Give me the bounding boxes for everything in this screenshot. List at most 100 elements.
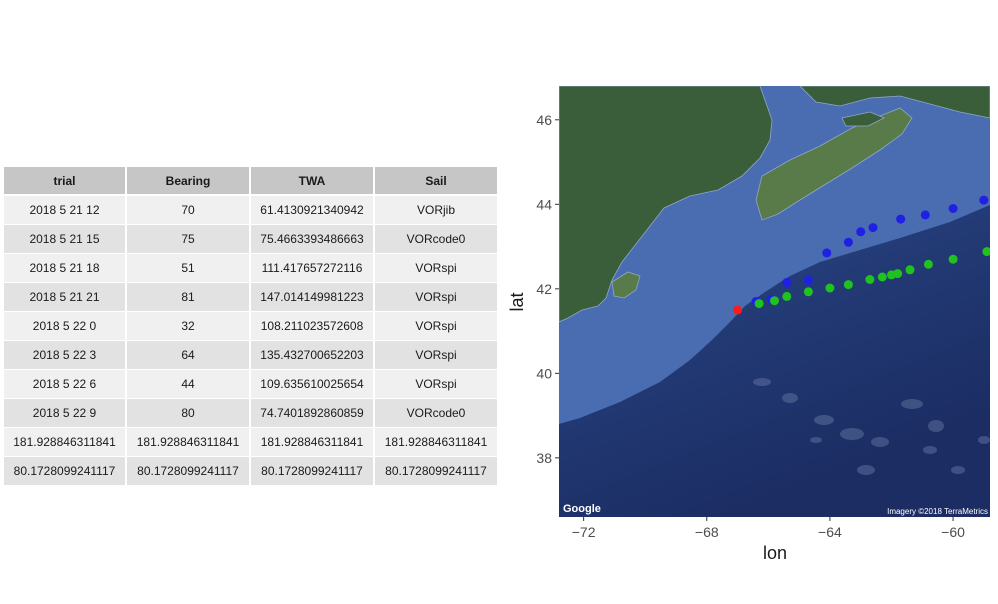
table-row: 2018 5 22 0 32 108.211023572608 VORspi [4, 312, 497, 341]
y-tick-label: 42 [536, 281, 552, 297]
x-tick-label: −68 [695, 524, 719, 540]
track-point [865, 275, 875, 284]
y-tick-label: 46 [536, 112, 552, 128]
table-cell: VORcode0 [375, 399, 497, 428]
table-cell: 80.1728099241117 [251, 457, 373, 486]
table-cell: 80.1728099241117 [4, 457, 125, 486]
table-row: 2018 5 22 3 64 135.432700652203 VORspi [4, 341, 497, 370]
imagery-credit: Imagery ©2018 TerraMetrics [887, 507, 988, 516]
seamount [810, 437, 822, 443]
table-cell: 80 [127, 399, 249, 428]
track-point [893, 269, 903, 279]
seamount [901, 399, 923, 409]
table-row: 2018 5 22 6 44 109.635610025654 VORspi [4, 370, 497, 399]
table-cell: 70 [127, 196, 249, 225]
x-tick-label: −60 [941, 524, 965, 540]
seamount [753, 378, 771, 386]
map-panel: Google Imagery ©2018 TerraMetrics [559, 86, 990, 517]
y-tick-label: 40 [536, 365, 552, 381]
table-cell: VORspi [375, 312, 497, 341]
google-logo: Google [563, 503, 601, 515]
track-point [782, 278, 792, 287]
table-row: 2018 5 21 18 51 111.417657272116 VORspi [4, 254, 497, 283]
track-point [920, 210, 930, 220]
y-axis-title: lat [507, 292, 527, 311]
track-point [843, 280, 853, 290]
table-cell: 80.1728099241117 [127, 457, 249, 486]
track-point [856, 227, 866, 237]
table-cell: 2018 5 22 3 [4, 341, 125, 370]
table-cell: 135.432700652203 [251, 341, 373, 370]
table-cell: 32 [127, 312, 249, 341]
y-tick-label: 44 [536, 196, 552, 212]
table-cell: VORspi [375, 283, 497, 312]
track-point [822, 248, 832, 258]
table-cell: 51 [127, 254, 249, 283]
track-points [733, 195, 990, 315]
seamount [871, 437, 889, 447]
table-row: 181.928846311841 181.928846311841 181.9288… [4, 428, 497, 457]
x-tick-label: −72 [572, 524, 596, 540]
seamount [840, 428, 864, 440]
nova-scotia [755, 107, 913, 221]
island [841, 111, 885, 127]
y-axis: 38 40 42 44 46 [536, 112, 559, 466]
track-point [825, 283, 835, 293]
table-cell: 2018 5 22 6 [4, 370, 125, 399]
track-point [868, 223, 878, 233]
track-point [923, 259, 933, 269]
track-point [733, 305, 743, 315]
table-row: 2018 5 21 15 75 75.4663393486663 VORcode0 [4, 225, 497, 254]
table-cell: 44 [127, 370, 249, 399]
seamounts [753, 378, 990, 475]
table-cell: VORspi [375, 254, 497, 283]
table-cell: 181.928846311841 [375, 428, 497, 457]
northeast-landmass [799, 86, 990, 119]
table-cell: 181.928846311841 [251, 428, 373, 457]
table-cell: VORspi [375, 341, 497, 370]
mainland [559, 86, 773, 323]
table-row: 80.1728099241117 80.1728099241117 80.17280… [4, 457, 497, 486]
table-cell: 2018 5 21 18 [4, 254, 125, 283]
x-axis-title: lon [763, 543, 787, 563]
x-axis: −72 −68 −64 −60 [572, 517, 965, 540]
y-tick-label: 38 [536, 450, 552, 466]
track-point [982, 247, 990, 257]
column-header-sail: Sail [375, 167, 497, 196]
table-cell: 181.928846311841 [127, 428, 249, 457]
table-cell: 2018 5 22 0 [4, 312, 125, 341]
x-tick-label: −64 [818, 524, 842, 540]
table-cell: 81 [127, 283, 249, 312]
column-header-bearing: Bearing [127, 167, 249, 196]
table-cell: 61.4130921340942 [251, 196, 373, 225]
track-point [979, 195, 989, 205]
table-row: 2018 5 21 12 70 61.4130921340942 VORjib [4, 196, 497, 225]
track-point [770, 296, 779, 306]
track-point [782, 291, 792, 301]
table-cell: 2018 5 21 12 [4, 196, 125, 225]
table-body: 2018 5 21 12 70 61.4130921340942 VORjib 2018… [4, 196, 497, 486]
seamount [928, 420, 944, 432]
seamount [978, 436, 990, 444]
table-cell: VORcode0 [375, 225, 497, 254]
table-cell: 2018 5 22 9 [4, 399, 125, 428]
table-cell: 75 [127, 225, 249, 254]
results-table: trial Bearing TWA Sail 2018 5 21 12 70 61.… [2, 167, 499, 486]
seamount [814, 415, 834, 425]
column-header-trial: trial [4, 167, 125, 196]
table-cell: 74.7401892860859 [251, 399, 373, 428]
track-point [803, 275, 813, 285]
table-cell: 147.014149981223 [251, 283, 373, 312]
table-cell: VORspi [375, 370, 497, 399]
track-point [843, 237, 853, 247]
seamount [923, 446, 937, 454]
table-cell: 2018 5 21 21 [4, 283, 125, 312]
table-cell: 108.211023572608 [251, 312, 373, 341]
table-cell: 64 [127, 341, 249, 370]
track-point [896, 214, 906, 224]
track-point [877, 272, 887, 282]
table-row: 2018 5 21 21 81 147.014149981223 VORspi [4, 283, 497, 312]
seamount [951, 466, 965, 474]
table-cell: 181.928846311841 [4, 428, 125, 457]
